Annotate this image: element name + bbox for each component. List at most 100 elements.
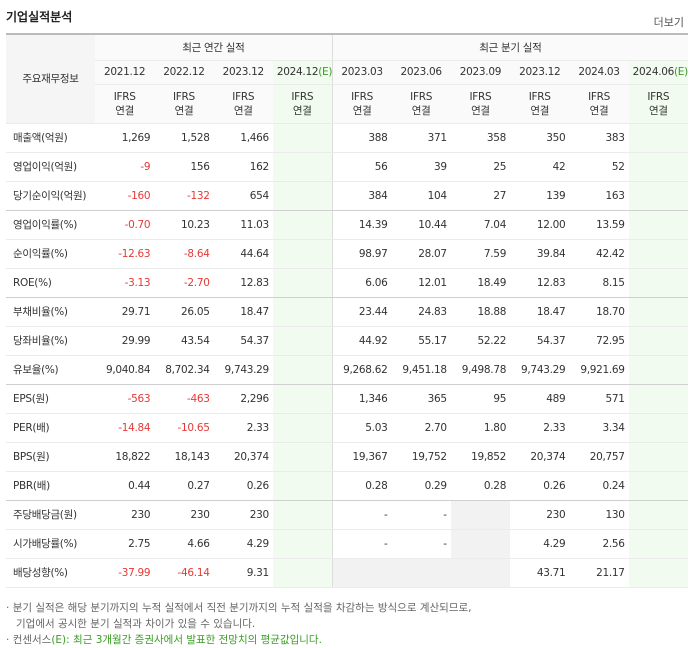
value-cell: -463 — [154, 384, 214, 414]
row-label: 유보율(%) — [6, 355, 95, 385]
data-row: 당기순이익(억원) -160 -132 654 384 104 27 139 163 — [6, 181, 688, 211]
financial-table: 주요재무정보 최근 연간 실적 최근 분기 실적 2021.12 2022.12 2023… — [6, 33, 688, 588]
value-cell: 7.59 — [450, 239, 511, 269]
row-label: 당좌비율(%) — [6, 326, 95, 356]
value-cell: 104 — [391, 181, 451, 211]
value-cell: 39.84 — [510, 239, 570, 269]
value-cell: -160 — [95, 181, 155, 211]
empty-cell — [628, 355, 688, 385]
empty-cell — [272, 210, 333, 240]
value-cell: 2.33 — [213, 413, 273, 443]
empty-cell — [628, 558, 688, 588]
value-cell: 44.92 — [331, 326, 392, 356]
value-cell: 27 — [450, 181, 511, 211]
empty-cell — [272, 442, 333, 472]
empty-cell — [272, 239, 333, 269]
value-cell: 654 — [213, 181, 273, 211]
value-cell: 52 — [569, 152, 629, 182]
value-cell: 10.23 — [154, 210, 214, 240]
note-text: 컨센서스(E): 최근 3개월간 증권사에서 발표한 전망치의 평균값입니다. — [12, 634, 322, 646]
value-cell: - — [331, 500, 392, 530]
value-cell: 98.97 — [331, 239, 392, 269]
accounting-basis: IFRS 연결 — [213, 84, 273, 124]
period-header: 2023.06 — [391, 60, 451, 85]
value-cell: 95 — [450, 384, 511, 414]
empty-cell — [628, 123, 688, 153]
note: · 컨센서스(E): 최근 3개월간 증권사에서 발표한 전망치의 평균값입니다… — [6, 632, 471, 648]
row-label: PBR(배) — [6, 471, 95, 501]
value-cell: 6.06 — [331, 268, 392, 298]
value-cell: 9,743.29 — [510, 355, 570, 385]
value-cell: 20,374 — [510, 442, 570, 472]
data-row: 시가배당률(%) 2.75 4.66 4.29- -4.29 2.56 — [6, 529, 688, 559]
value-cell: 1,269 — [95, 123, 155, 153]
value-cell: 19,752 — [391, 442, 451, 472]
value-cell: 230 — [510, 500, 570, 530]
value-cell: 7.04 — [450, 210, 511, 240]
value-cell: 0.24 — [569, 471, 629, 501]
empty-cell — [628, 268, 688, 298]
row-label: PER(배) — [6, 413, 95, 443]
value-cell: 5.03 — [331, 413, 392, 443]
value-cell: 18.47 — [510, 297, 570, 327]
value-cell: 0.44 — [95, 471, 155, 501]
value-cell: -3.13 — [95, 268, 155, 298]
accounting-basis: IFRS 연결 — [628, 84, 688, 124]
value-cell: 19,852 — [450, 442, 511, 472]
value-cell: -563 — [95, 384, 155, 414]
accounting-basis: IFRS 연결 — [95, 84, 155, 124]
value-cell: 9,498.78 — [450, 355, 511, 385]
value-cell: 0.29 — [391, 471, 451, 501]
note: · 분기 실적은 해당 분기까지의 누적 실적에서 직전 분기까지의 누적 실적… — [6, 600, 471, 616]
data-row: 배당성향(%) -37.99 -46.14 9.31 43.71 21.17 — [6, 558, 688, 588]
value-cell: 4.29 — [510, 529, 570, 559]
value-cell: - — [331, 529, 392, 559]
accounting-basis: IFRS 연결 — [154, 84, 214, 124]
accounting-scope: 연결 — [471, 104, 490, 117]
value-cell: 489 — [510, 384, 570, 414]
value-cell: - — [391, 529, 451, 559]
value-cell: -132 — [154, 181, 214, 211]
value-cell: 42 — [510, 152, 570, 182]
row-label: 시가배당률(%) — [6, 529, 95, 559]
row-label: 부채비율(%) — [6, 297, 95, 327]
bullet: · — [6, 634, 13, 646]
value-cell: 9,268.62 — [331, 355, 392, 385]
period-row: 2021.12 2022.12 2023.12 2024.12(E) 2023.03 20… — [6, 60, 688, 85]
empty-cell — [272, 413, 333, 443]
value-cell: 0.28 — [450, 471, 511, 501]
empty-cell — [272, 181, 333, 211]
empty-cell — [628, 152, 688, 182]
value-cell: 26.05 — [154, 297, 214, 327]
value-cell: 8,702.34 — [154, 355, 214, 385]
value-cell: 1,346 — [331, 384, 392, 414]
value-cell: - — [391, 500, 451, 530]
empty-cell — [272, 355, 333, 385]
value-cell: 139 — [510, 181, 570, 211]
value-cell: 156 — [154, 152, 214, 182]
more-link[interactable]: 더보기 — [653, 16, 684, 29]
value-cell: 1,528 — [154, 123, 214, 153]
empty-cell — [450, 558, 511, 588]
group-header: 최근 분기 실적 — [331, 34, 688, 61]
data-row: PER(배) -14.84 -10.65 2.33 5.03 2.70 1.80 2.33 3.… — [6, 413, 688, 443]
data-row: BPS(원) 18,822 18,143 20,374 19,367 19,752 19,8… — [6, 442, 688, 472]
value-cell: 56 — [331, 152, 392, 182]
empty-cell — [628, 529, 688, 559]
row-label: 영업이익률(%) — [6, 210, 95, 240]
row-label: 당기순이익(억원) — [6, 181, 95, 211]
value-cell: 52.22 — [450, 326, 511, 356]
accounting-standard: IFRS — [291, 90, 314, 103]
value-cell: 18.47 — [213, 297, 273, 327]
value-cell: 383 — [569, 123, 629, 153]
empty-cell — [272, 297, 333, 327]
value-cell: 9,040.84 — [95, 355, 155, 385]
period-header: 2023.09 — [450, 60, 511, 85]
data-row: 당좌비율(%) 29.99 43.54 54.37 44.92 55.17 52.22 54.… — [6, 326, 688, 356]
value-cell: 9.31 — [213, 558, 273, 588]
value-cell: 25 — [450, 152, 511, 182]
data-row: ROE(%) -3.13 -2.70 12.83 6.06 12.01 18.49 12.83… — [6, 268, 688, 298]
accounting-standard: IFRS — [647, 90, 670, 103]
value-cell: 13.59 — [569, 210, 629, 240]
empty-cell — [272, 529, 333, 559]
